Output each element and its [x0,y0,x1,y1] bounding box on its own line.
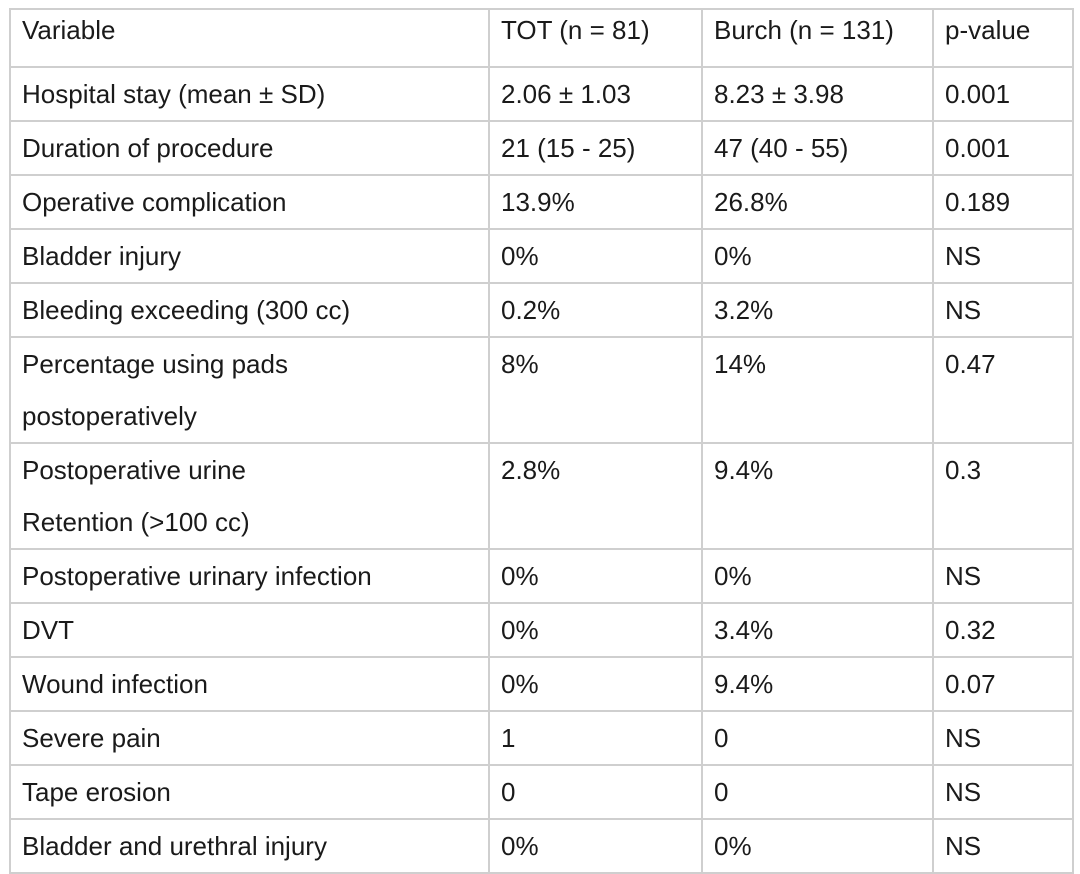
cell-variable: Bleeding exceeding (300 cc) [9,282,490,338]
table-row: Severe pain 1 0 NS [9,710,1074,766]
table-row: Duration of procedure 21 (15 - 25) 47 (40 … [9,120,1074,176]
cell-p-value: 0.3 [932,442,1074,550]
cell-p-value: NS [932,282,1074,338]
cell-burch: 3.2% [701,282,934,338]
cell-p-value: 0.001 [932,120,1074,176]
cell-p-value: NS [932,548,1074,604]
cell-variable-line: DVT [22,615,74,645]
cell-variable-line: postoperatively [22,401,197,431]
cell-burch: 0 [701,710,934,766]
cell-tot: 0% [488,548,703,604]
cell-variable-line: Wound infection [22,669,208,699]
cell-tot: 0% [488,602,703,658]
cell-p-value: NS [932,228,1074,284]
cell-p-value: NS [932,710,1074,766]
comparison-table: Variable TOT (n = 81) Burch (n = 131) p-… [9,8,1074,874]
table-row: Bladder injury 0% 0% NS [9,228,1074,284]
cell-variable-line: Bladder and urethral injury [22,831,327,861]
cell-variable: Duration of procedure [9,120,490,176]
cell-variable-line: Hospital stay (mean ± SD) [22,79,326,109]
cell-burch: 9.4% [701,656,934,712]
cell-burch: 8.23 ± 3.98 [701,66,934,122]
cell-tot: 0% [488,228,703,284]
cell-variable: Bladder injury [9,228,490,284]
cell-tot: 0% [488,656,703,712]
cell-variable: Bladder and urethral injury [9,818,490,874]
cell-tot: 21 (15 - 25) [488,120,703,176]
cell-tot: 0 [488,764,703,820]
cell-p-value: 0.07 [932,656,1074,712]
cell-burch: 3.4% [701,602,934,658]
table-body: Variable TOT (n = 81) Burch (n = 131) p-… [9,8,1074,874]
cell-variable: Wound infection [9,656,490,712]
cell-tot: 0% [488,818,703,874]
cell-burch: 0 [701,764,934,820]
cell-p-value: NS [932,818,1074,874]
cell-burch: 47 (40 - 55) [701,120,934,176]
cell-variable-line: Duration of procedure [22,133,274,163]
cell-burch: 26.8% [701,174,934,230]
header-p-value: p-value [932,8,1074,68]
cell-variable-line: Postoperative urinary infection [22,561,372,591]
table-header-row: Variable TOT (n = 81) Burch (n = 131) p-… [9,8,1074,68]
cell-p-value: 0.001 [932,66,1074,122]
cell-variable: Hospital stay (mean ± SD) [9,66,490,122]
cell-tot: 8% [488,336,703,444]
header-burch: Burch (n = 131) [701,8,934,68]
cell-variable-line: Bleeding exceeding (300 cc) [22,295,351,325]
table-row: Bladder and urethral injury 0% 0% NS [9,818,1074,874]
cell-variable-line: Retention (>100 cc) [22,507,250,537]
cell-p-value: 0.32 [932,602,1074,658]
cell-variable: Postoperative urinary infection [9,548,490,604]
cell-variable: Tape erosion [9,764,490,820]
cell-variable-line: Operative complication [22,187,287,217]
table-row: Tape erosion 0 0 NS [9,764,1074,820]
cell-tot: 0.2% [488,282,703,338]
table-row: Wound infection 0% 9.4% 0.07 [9,656,1074,712]
table-row: Operative complication 13.9% 26.8% 0.189 [9,174,1074,230]
cell-burch: 0% [701,228,934,284]
cell-tot: 2.06 ± 1.03 [488,66,703,122]
cell-variable: DVT [9,602,490,658]
cell-variable-line: Percentage using pads [22,349,288,379]
cell-variable: Postoperative urine Retention (>100 cc) [9,442,490,550]
cell-tot: 13.9% [488,174,703,230]
cell-burch: 9.4% [701,442,934,550]
cell-p-value: 0.189 [932,174,1074,230]
cell-variable-line: Bladder injury [22,241,181,271]
table-row: Postoperative urinary infection 0% 0% NS [9,548,1074,604]
cell-p-value: NS [932,764,1074,820]
table-row: Postoperative urine Retention (>100 cc) 2.… [9,442,1074,550]
cell-p-value: 0.47 [932,336,1074,444]
cell-burch: 0% [701,818,934,874]
header-variable: Variable [9,8,490,68]
cell-variable: Severe pain [9,710,490,766]
cell-variable-line: Severe pain [22,723,161,753]
table-row: Percentage using pads postoperatively 8% 14… [9,336,1074,444]
table-row: Bleeding exceeding (300 cc) 0.2% 3.2% NS [9,282,1074,338]
table-row: Hospital stay (mean ± SD) 2.06 ± 1.03 8.23… [9,66,1074,122]
cell-variable-line: Tape erosion [22,777,171,807]
header-tot: TOT (n = 81) [488,8,703,68]
cell-burch: 0% [701,548,934,604]
cell-variable: Operative complication [9,174,490,230]
table-row: DVT 0% 3.4% 0.32 [9,602,1074,658]
cell-variable-line: Postoperative urine [22,455,247,485]
cell-variable: Percentage using pads postoperatively [9,336,490,444]
cell-tot: 2.8% [488,442,703,550]
cell-tot: 1 [488,710,703,766]
cell-burch: 14% [701,336,934,444]
